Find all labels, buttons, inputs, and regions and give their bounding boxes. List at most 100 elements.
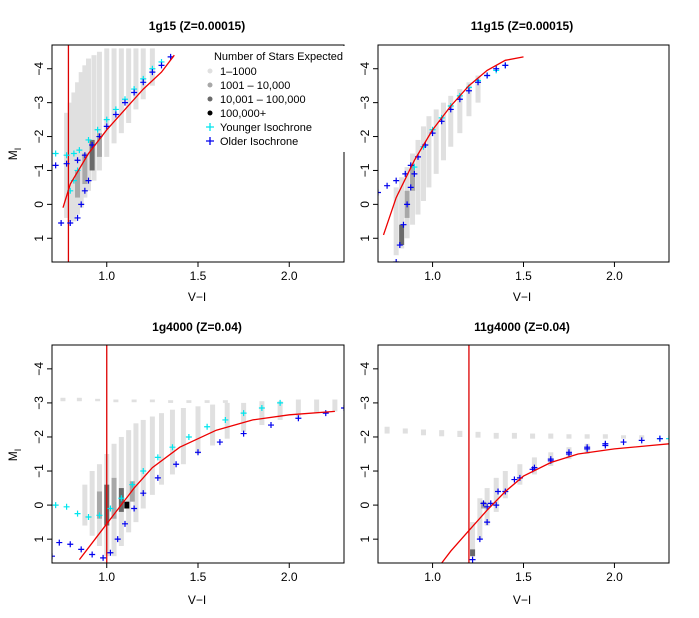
- plot-area: [378, 56, 524, 262]
- older-isochrone-point: [74, 214, 81, 221]
- older-isochrone-point: [475, 79, 482, 86]
- older-isochrone-point: [404, 201, 411, 208]
- fit-curve: [441, 443, 669, 563]
- older-isochrone-point: [384, 182, 391, 189]
- density-column: [399, 224, 405, 246]
- older-isochrone-point: [89, 551, 96, 558]
- density-column: [475, 75, 481, 103]
- density-column: [89, 471, 95, 536]
- density-column: [448, 95, 454, 147]
- younger-isochrone-point: [94, 126, 101, 133]
- plot-area: [384, 345, 669, 563]
- density-columns: [60, 397, 338, 557]
- younger-isochrone-point: [411, 164, 418, 171]
- older-isochrone-point: [78, 546, 85, 553]
- panel-title: 11g15 (Z=0.00015): [471, 19, 573, 33]
- legend-label: 1001 – 10,000: [220, 80, 290, 92]
- density-column: [71, 92, 77, 222]
- younger-isochrone-point: [70, 150, 77, 157]
- legend-background: [200, 46, 345, 152]
- y-axis-label: M: [6, 150, 20, 160]
- density-column: [470, 522, 476, 557]
- older-isochrone-point: [487, 500, 494, 507]
- density-column: [295, 399, 301, 417]
- density-column: [548, 433, 554, 439]
- older-isochrone-point: [469, 556, 476, 563]
- older-isochrone-point: [67, 541, 74, 548]
- younger-isochrone-point: [96, 512, 103, 519]
- density-column: [621, 435, 627, 439]
- older-isochrone-point: [89, 142, 96, 149]
- older-isochrone-point: [158, 62, 165, 69]
- younger-isochrone-point: [154, 454, 161, 461]
- younger-isochrone-point: [63, 503, 70, 510]
- density-column: [180, 408, 186, 465]
- density-column: [475, 431, 481, 438]
- older-isochrone-point: [131, 89, 138, 96]
- density-column: [111, 477, 117, 519]
- x-axis-label: V−I: [513, 593, 531, 607]
- density-column: [457, 89, 463, 134]
- y-tick-label: −3: [358, 95, 372, 109]
- x-tick-label: 1.5: [190, 570, 207, 584]
- density-column: [517, 464, 523, 485]
- density-column: [639, 435, 645, 439]
- x-tick-label: 1.0: [424, 570, 441, 584]
- older-isochrone-point: [400, 221, 407, 228]
- older-isochrone-point: [495, 488, 502, 495]
- y-tick-label: 0: [32, 501, 46, 508]
- fit-curve: [62, 54, 175, 208]
- x-tick-label: 1.0: [98, 570, 115, 584]
- legend-dot-marker: [207, 110, 213, 116]
- density-column: [332, 399, 338, 412]
- density-column: [95, 398, 101, 402]
- older-isochrone-point: [602, 442, 609, 449]
- density-column: [140, 419, 146, 509]
- older-isochrone-point: [63, 160, 70, 167]
- younger-isochrone-point: [666, 435, 669, 442]
- svg-text:MI: MI: [6, 449, 23, 462]
- density-column: [584, 434, 590, 439]
- y-tick-label: −1: [32, 163, 46, 177]
- density-column: [96, 491, 102, 519]
- density-column: [82, 484, 88, 526]
- density-column: [67, 102, 73, 222]
- older-isochrone-point: [74, 157, 81, 164]
- x-axis-label: V−I: [188, 593, 206, 607]
- density-column: [113, 399, 119, 403]
- younger-isochrone-point: [204, 423, 211, 430]
- older-isochrone-point: [502, 62, 509, 69]
- density-column: [222, 400, 228, 403]
- density-column: [140, 48, 146, 100]
- younger-isochrone-points: [52, 399, 284, 521]
- density-column: [195, 406, 201, 454]
- older-isochrone-point: [456, 96, 463, 103]
- x-tick-label: 1.0: [424, 269, 441, 283]
- y-tick-label: −1: [358, 464, 372, 478]
- older-isochrone-point: [107, 549, 114, 556]
- older-isochrone-points: [469, 435, 663, 563]
- density-column: [78, 72, 84, 208]
- older-isochrone-point: [85, 177, 92, 184]
- density-columns: [64, 48, 155, 222]
- older-isochrone-point: [584, 445, 591, 452]
- density-column: [75, 82, 81, 215]
- younger-isochrone-point: [76, 147, 83, 154]
- older-isochrone-point: [114, 536, 121, 543]
- density-column: [126, 430, 132, 533]
- y-tick-label: 0: [32, 201, 46, 208]
- younger-isochrone-point: [140, 468, 147, 475]
- older-isochrone-point: [493, 65, 500, 72]
- older-isochrone-point: [511, 476, 518, 483]
- legend-dot-marker: [207, 68, 213, 74]
- density-column: [133, 48, 139, 110]
- density-column: [89, 139, 95, 171]
- older-isochrone-point: [295, 415, 302, 422]
- older-isochrone-point: [465, 87, 472, 94]
- density-column: [124, 501, 130, 509]
- density-column: [393, 187, 399, 256]
- density-column: [433, 109, 439, 174]
- density-column: [149, 399, 155, 403]
- older-isochrone-point: [322, 410, 329, 417]
- density-column: [493, 477, 499, 512]
